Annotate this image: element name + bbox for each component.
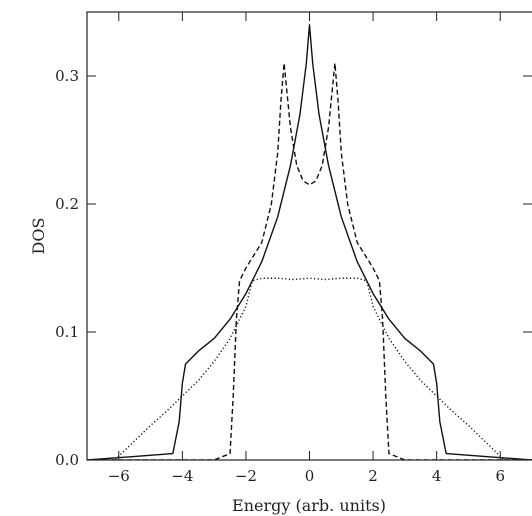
x-tick-label: 4 [432,467,442,485]
y-tick-label: 0.1 [55,323,79,341]
y-tick-label: 0.3 [55,67,79,85]
y-tick-label: 0.0 [55,451,79,469]
x-tick-label: −2 [235,467,257,485]
ticks-layer [87,12,532,461]
y-tick-label: 0.2 [55,195,79,213]
x-axis-title: Energy (arb. units) [232,496,386,515]
series-solid-line [87,24,532,460]
plot-frame [86,11,532,461]
x-tick-label: 0 [305,467,315,485]
tick-labels: −6 −4 −2 0 2 4 6 0.0 0.1 0.2 0.3 [55,67,505,485]
series-dashed-line [87,62,532,460]
x-tick-label: −6 [108,467,130,485]
series-dotted-line [87,277,532,460]
series-layer [87,24,532,460]
x-tick-label: −4 [171,467,193,485]
x-tick-label: 6 [495,467,505,485]
y-axis-title: DOS [29,218,48,255]
x-tick-label: 2 [368,467,378,485]
